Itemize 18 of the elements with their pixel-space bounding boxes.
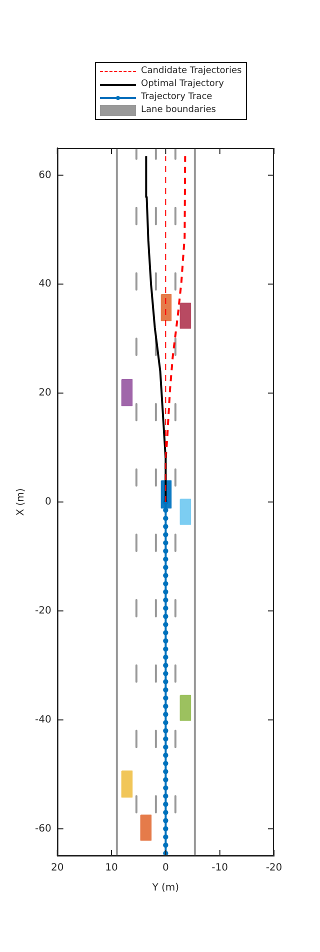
- legend-label: Lane boundaries: [141, 104, 216, 117]
- y-tick-label: 0: [44, 496, 52, 508]
- x-tick-label: 20: [50, 862, 64, 874]
- y-tick-label: 60: [38, 170, 52, 181]
- x-tick-label: -20: [266, 862, 282, 874]
- legend-label: Optimal Trajectory: [141, 78, 224, 91]
- x-tick-label: -10: [212, 862, 228, 874]
- y-tick-label: -60: [34, 823, 52, 834]
- y-tick-label: -20: [34, 606, 52, 617]
- legend-label: Candidate Trajectories: [141, 65, 242, 78]
- legend-label: Trajectory Trace: [141, 91, 212, 104]
- y-tick-label: 40: [38, 278, 52, 290]
- y-tick-label: -40: [34, 714, 52, 726]
- x-axis-title: Y (m): [151, 882, 180, 894]
- y-axis-title: X (m): [16, 488, 27, 516]
- y-tick-label: 20: [38, 388, 52, 399]
- x-tick-label: 0: [162, 862, 169, 874]
- x-tick-label: 10: [105, 862, 118, 874]
